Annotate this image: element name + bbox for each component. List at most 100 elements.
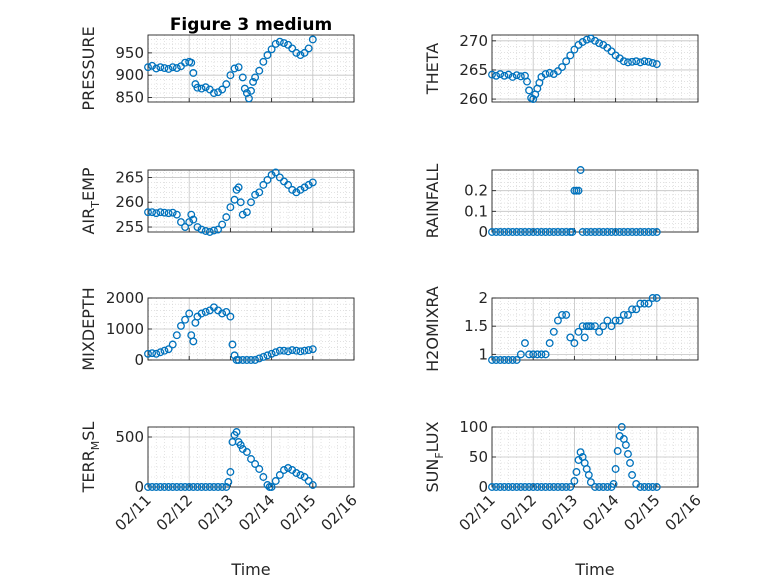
data-point bbox=[562, 57, 571, 66]
y-tick-label: 1.5 bbox=[464, 317, 488, 335]
data-point bbox=[603, 316, 612, 325]
data-point bbox=[148, 483, 157, 491]
data-point bbox=[619, 310, 628, 319]
data-point bbox=[500, 71, 509, 80]
data-point bbox=[644, 299, 653, 308]
y-tick-label: 500 bbox=[115, 428, 144, 446]
y-tick-label: 1 bbox=[478, 345, 488, 363]
data-point bbox=[177, 321, 185, 330]
data-point bbox=[529, 483, 538, 491]
data-point bbox=[193, 83, 202, 92]
data-point bbox=[148, 349, 157, 358]
axes-box bbox=[491, 297, 699, 361]
data-point bbox=[496, 70, 505, 78]
data-point bbox=[504, 70, 513, 79]
data-point bbox=[636, 483, 645, 491]
data-point bbox=[578, 38, 587, 46]
data-point bbox=[599, 322, 608, 331]
data-point bbox=[652, 294, 661, 302]
y-tick-label: 265 bbox=[115, 168, 144, 186]
data-point bbox=[187, 210, 196, 219]
data-point bbox=[304, 477, 313, 485]
data-point bbox=[234, 356, 243, 364]
axes-box bbox=[147, 426, 355, 488]
data-point bbox=[197, 483, 206, 491]
y-axis-label: SUNFLUX bbox=[423, 421, 446, 492]
y-axis-label: PRESSURE bbox=[79, 26, 98, 110]
y-tick-label: 270 bbox=[459, 32, 488, 50]
data-point bbox=[570, 45, 579, 54]
data-point bbox=[218, 220, 227, 229]
data-point bbox=[566, 483, 575, 491]
data-point bbox=[508, 228, 517, 236]
axes-box bbox=[147, 169, 355, 233]
data-point bbox=[280, 39, 288, 47]
data-point bbox=[558, 310, 566, 319]
data-point bbox=[234, 63, 243, 72]
data-point bbox=[226, 71, 235, 80]
y-axis-label: RAINFALL bbox=[423, 164, 442, 239]
x-axis-label-left: Time bbox=[230, 560, 270, 579]
y-tick-label: 850 bbox=[115, 89, 144, 107]
data-point bbox=[226, 468, 235, 476]
data-point bbox=[492, 71, 501, 80]
data-point bbox=[599, 483, 608, 491]
data-point bbox=[504, 356, 513, 364]
data-point bbox=[541, 483, 550, 491]
data-point bbox=[160, 208, 169, 217]
data-point bbox=[181, 483, 190, 491]
data-point bbox=[251, 460, 260, 468]
data-point bbox=[218, 309, 227, 318]
data-point bbox=[628, 471, 637, 479]
y-tick-label: 2 bbox=[478, 289, 488, 307]
data-point bbox=[201, 227, 210, 235]
data-point bbox=[628, 305, 637, 314]
data-point bbox=[308, 481, 317, 489]
data-point bbox=[492, 483, 501, 491]
data-point bbox=[570, 339, 579, 348]
y-axis-label: MIXDEPTH bbox=[79, 287, 98, 370]
data-point bbox=[512, 356, 521, 364]
data-point bbox=[242, 448, 251, 456]
data-point bbox=[224, 478, 233, 486]
data-point bbox=[247, 356, 255, 364]
x-tick-label: 02/15 bbox=[276, 491, 319, 534]
data-point bbox=[632, 228, 641, 236]
data-point bbox=[244, 94, 253, 103]
data-point bbox=[619, 57, 628, 66]
data-point bbox=[537, 350, 546, 359]
data-point bbox=[189, 215, 198, 224]
data-point bbox=[288, 185, 297, 194]
data-point bbox=[144, 483, 152, 491]
y-axis-label: TERRMSL bbox=[79, 422, 102, 494]
data-point bbox=[251, 356, 260, 364]
data-point bbox=[549, 327, 558, 336]
data-point bbox=[172, 210, 181, 219]
data-point bbox=[177, 218, 185, 227]
y-tick-label: 50 bbox=[469, 448, 488, 466]
data-point bbox=[292, 469, 301, 477]
data-point bbox=[586, 34, 595, 43]
data-point bbox=[558, 63, 566, 71]
data-point bbox=[228, 340, 237, 349]
data-point bbox=[648, 59, 657, 67]
y-tick-label: 950 bbox=[115, 44, 144, 62]
y-tick-label: 260 bbox=[115, 193, 144, 211]
data-point bbox=[267, 349, 276, 358]
data-point bbox=[168, 483, 177, 491]
data-point bbox=[292, 346, 301, 355]
data-point bbox=[259, 473, 268, 481]
data-point bbox=[267, 483, 276, 491]
data-point bbox=[304, 346, 313, 355]
data-point bbox=[558, 483, 566, 491]
subplot-2: 260 265 270 THETA bbox=[423, 32, 699, 108]
data-point bbox=[644, 57, 653, 66]
y-tick-label: 260 bbox=[459, 90, 488, 108]
data-point bbox=[566, 333, 575, 342]
data-point bbox=[595, 39, 604, 48]
data-point bbox=[492, 228, 501, 236]
data-point bbox=[613, 447, 622, 455]
data-point bbox=[232, 428, 241, 436]
data-point bbox=[144, 349, 152, 358]
data-point bbox=[226, 203, 235, 212]
